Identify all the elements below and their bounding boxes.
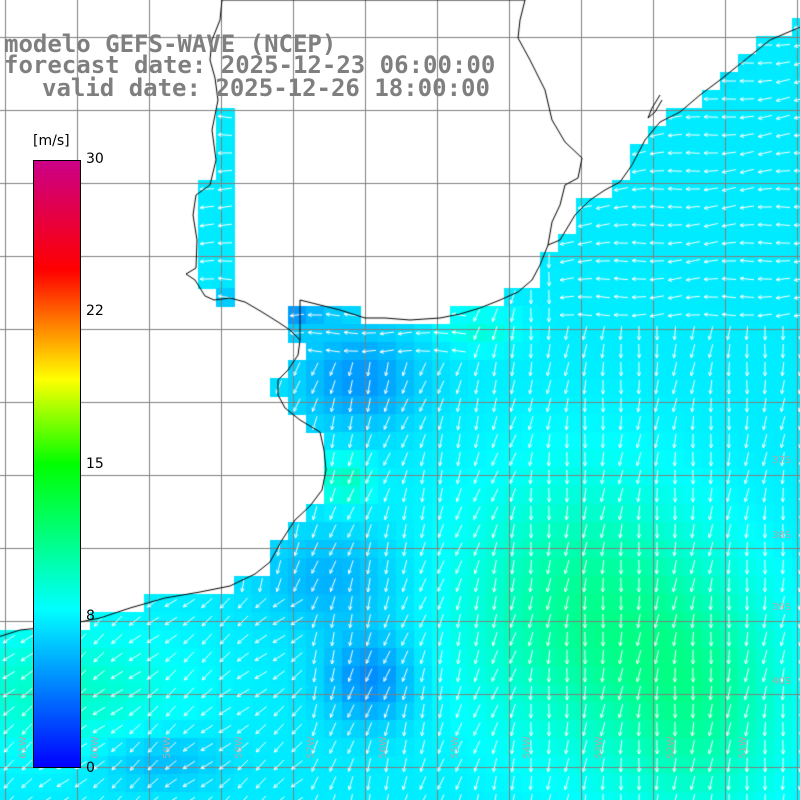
lat-label: 38S bbox=[772, 530, 792, 541]
colorbar-tick-15: 15 bbox=[86, 456, 104, 472]
lon-label: 51W bbox=[737, 736, 749, 759]
lon-label: 54W bbox=[521, 736, 533, 759]
lat-label: 39S bbox=[772, 602, 792, 613]
lon-label: 55W bbox=[449, 736, 461, 759]
lon-label: 53W bbox=[593, 736, 605, 759]
valid-date: valid date: 2025-12-26 18:00:00 bbox=[42, 74, 490, 102]
colorbar-tick-22: 22 bbox=[86, 303, 104, 319]
lon-label: 57W bbox=[305, 736, 317, 759]
lon-label: 56W bbox=[377, 736, 389, 759]
lon-label: 52W bbox=[665, 736, 677, 759]
lon-label: 59W bbox=[161, 736, 173, 759]
colorbar-tick-8: 8 bbox=[86, 608, 95, 624]
lon-label: 60W bbox=[89, 736, 101, 759]
lat-label: 40S bbox=[772, 676, 792, 687]
lat-label: 37S bbox=[772, 455, 792, 466]
model-title: modelo GEFS-WAVE (NCEP) bbox=[4, 30, 337, 58]
lon-label: 61W bbox=[17, 736, 29, 759]
colorbar-tick-30: 30 bbox=[86, 151, 104, 167]
colorbar bbox=[33, 160, 81, 768]
forecast-date: forecast date: 2025-12-23 06:00:00 bbox=[4, 51, 496, 79]
colorbar-tick-0: 0 bbox=[86, 760, 95, 776]
colorbar-unit: [m/s] bbox=[33, 133, 70, 149]
lon-label: 58W bbox=[233, 736, 245, 759]
